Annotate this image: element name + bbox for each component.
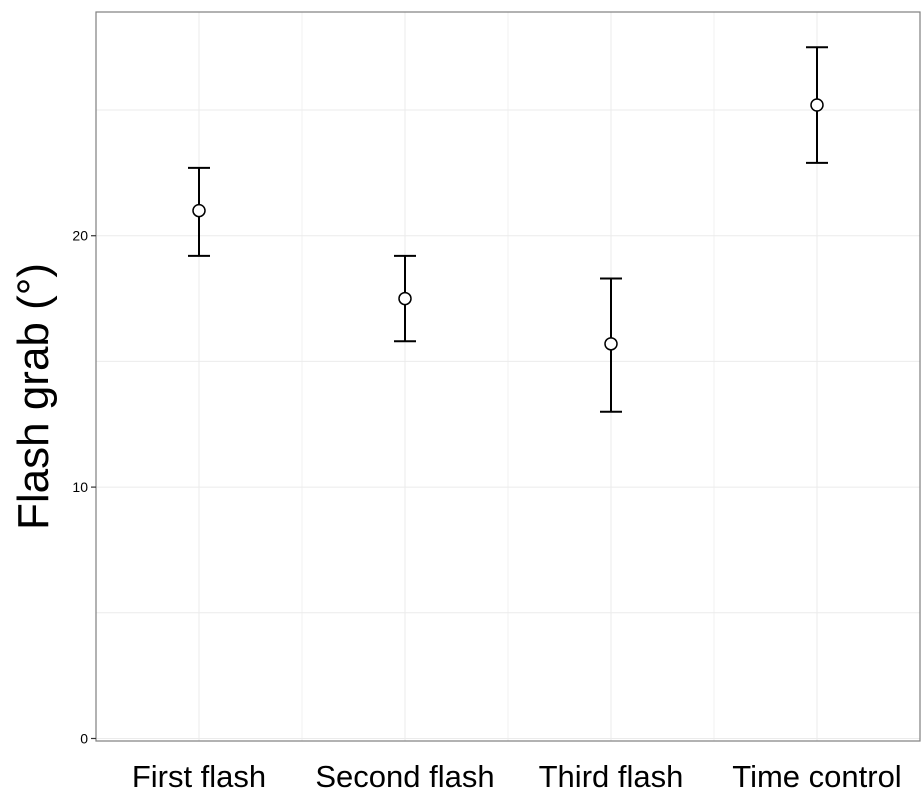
x-category-label: Third flash xyxy=(539,759,684,792)
y-axis-title: Flash grab (°) xyxy=(9,263,58,530)
mean-point-4 xyxy=(810,98,824,112)
grid-layer xyxy=(96,12,920,741)
y-tick-label: 0 xyxy=(80,730,88,746)
mean-point-3 xyxy=(604,337,618,351)
x-axis-labels: First flash Second flash Third flash Time c… xyxy=(132,759,902,792)
y-tick-label: 20 xyxy=(72,228,88,244)
mean-points xyxy=(192,98,824,351)
x-category-label: Time control xyxy=(732,759,901,792)
y-tick-label: 10 xyxy=(72,479,88,495)
x-category-label: First flash xyxy=(132,759,266,792)
mean-point-1 xyxy=(192,203,206,218)
mean-point-2 xyxy=(398,291,412,306)
panel-border xyxy=(95,11,921,742)
y-axis: 0 10 20 xyxy=(72,228,96,746)
x-category-label: Second flash xyxy=(315,759,494,792)
